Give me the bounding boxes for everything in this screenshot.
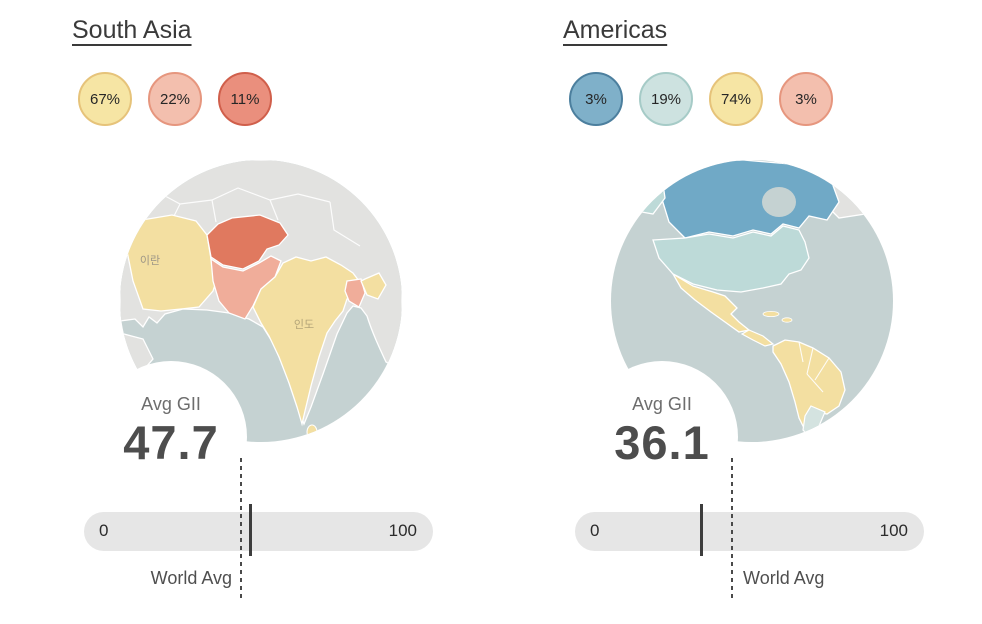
panel-title-americas[interactable]: Americas <box>563 16 668 44</box>
country-bangladesh[interactable] <box>344 278 366 308</box>
panel-title-south-asia[interactable]: South Asia <box>72 16 192 44</box>
legend-badge[interactable]: 67% <box>78 72 132 126</box>
avg-gii-label: Avg GII <box>632 394 692 414</box>
hispaniola[interactable] <box>781 317 793 323</box>
country-iran[interactable] <box>126 214 220 312</box>
legend-badge-label: 19% <box>650 90 682 108</box>
caspian-sea <box>126 166 154 210</box>
legend-badges: 67% 22% 11% <box>78 72 272 126</box>
gii-scale-track: 0 100 <box>575 512 924 551</box>
country-sri-lanka[interactable] <box>306 424 318 440</box>
legend-badge[interactable]: 3% <box>569 72 623 126</box>
legend-badge[interactable]: 19% <box>639 72 693 126</box>
legend-badge-label: 67% <box>89 90 121 108</box>
scale-min-label: 0 <box>590 521 600 540</box>
gii-circle-cutout <box>95 361 247 513</box>
south-america-borders <box>798 341 830 393</box>
avg-gii-value: 47.7 <box>123 416 219 469</box>
country-india[interactable] <box>252 256 360 427</box>
scale-min-label: 0 <box>99 521 109 540</box>
legend-badge-label: 74% <box>720 90 752 108</box>
avg-gii-value: 36.1 <box>614 416 710 469</box>
legend-badge-label: 3% <box>585 90 607 108</box>
legend-badge[interactable]: 22% <box>148 72 202 126</box>
panel-americas: Americas 3% 19% 74% 3% <box>491 0 982 624</box>
legend-badge[interactable]: 3% <box>779 72 833 126</box>
scale-max-label: 100 <box>879 521 908 540</box>
alaska[interactable] <box>612 169 666 215</box>
legend-badge[interactable]: 11% <box>218 72 272 126</box>
panel-south-asia: South Asia 67% 22% 11% <box>72 16 433 598</box>
world-avg-label: World Avg <box>743 568 825 588</box>
region-ne-india[interactable] <box>360 272 387 300</box>
legend-badge[interactable]: 74% <box>709 72 763 126</box>
map-label-india: 인도 <box>294 318 314 331</box>
avg-gii-label: Avg GII <box>141 394 201 414</box>
cuba[interactable] <box>762 310 780 317</box>
legend-badge-label: 22% <box>159 90 191 108</box>
south-asia-map[interactable]: 이란 인도 <box>120 160 402 442</box>
legend-badge-label: 11% <box>230 90 260 108</box>
world-avg-label: World Avg <box>150 568 233 588</box>
hudson-bay <box>762 187 796 217</box>
legend-badges: 3% 19% 74% 3% <box>569 72 833 126</box>
country-afghanistan[interactable] <box>206 214 289 270</box>
central-america[interactable] <box>740 329 775 347</box>
legend-badge-label: 3% <box>795 90 817 108</box>
gii-scale-track: 0 100 <box>84 512 433 551</box>
map-label-iran: 이란 <box>140 254 160 267</box>
country-mexico[interactable] <box>671 272 751 333</box>
gii-circle-cutout <box>586 361 738 513</box>
scale-max-label: 100 <box>388 521 417 540</box>
country-usa[interactable] <box>652 225 810 293</box>
